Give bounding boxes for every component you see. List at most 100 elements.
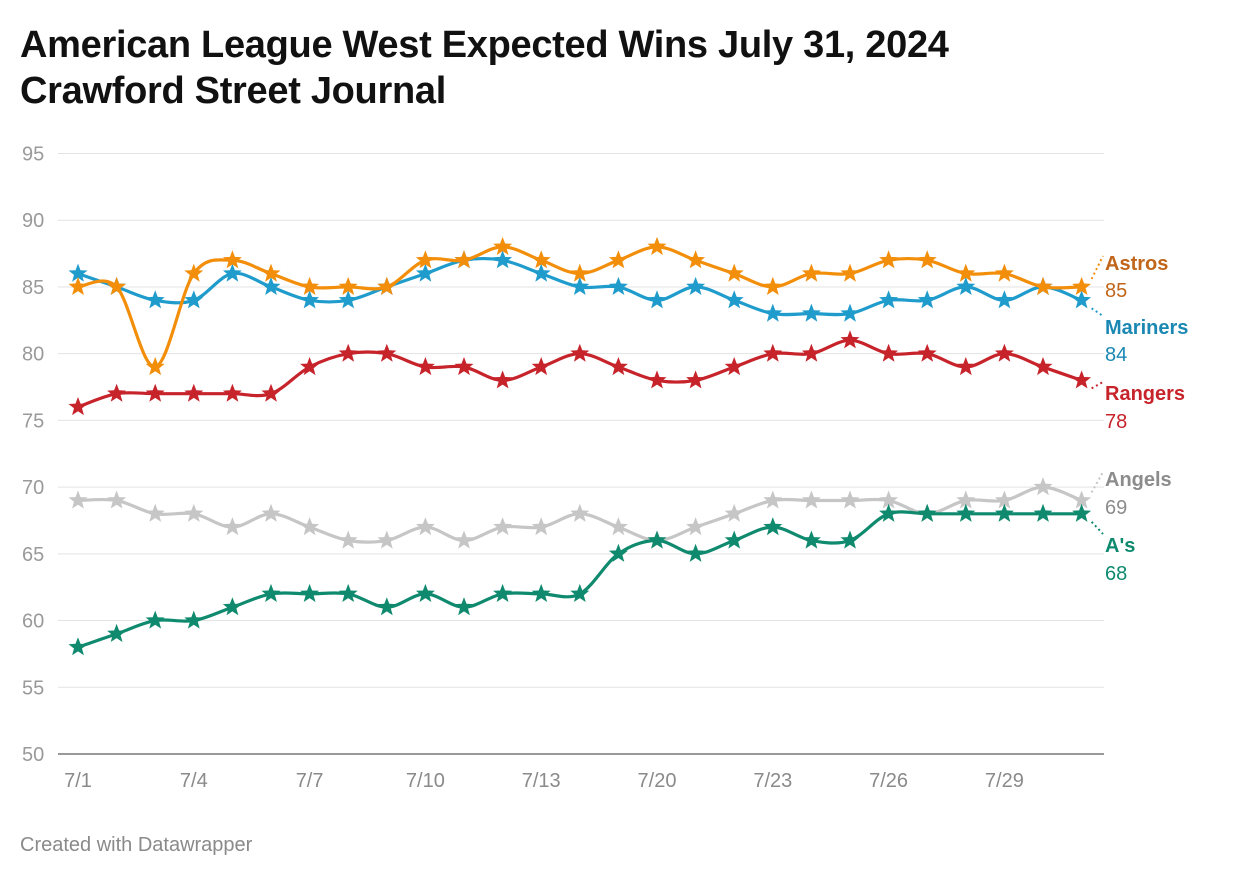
data-point-as[interactable] <box>917 503 937 522</box>
data-point-astros[interactable] <box>261 263 281 282</box>
data-point-as[interactable] <box>994 503 1014 522</box>
data-point-mariners[interactable] <box>917 290 937 309</box>
data-point-angels[interactable] <box>145 503 165 522</box>
data-point-mariners[interactable] <box>763 303 783 322</box>
data-point-angels[interactable] <box>68 490 88 509</box>
data-point-mariners[interactable] <box>300 290 320 309</box>
data-point-rangers[interactable] <box>377 343 397 362</box>
data-point-rangers[interactable] <box>184 383 204 402</box>
data-point-angels[interactable] <box>994 490 1014 509</box>
data-point-as[interactable] <box>801 530 821 549</box>
data-point-as[interactable] <box>300 583 320 602</box>
data-point-rangers[interactable] <box>338 343 358 362</box>
data-point-as[interactable] <box>840 530 860 549</box>
data-point-mariners[interactable] <box>956 276 976 295</box>
data-point-mariners[interactable] <box>415 263 435 282</box>
data-point-rangers[interactable] <box>647 370 667 389</box>
data-point-mariners[interactable] <box>1072 290 1092 309</box>
data-point-astros[interactable] <box>338 276 358 295</box>
data-point-mariners[interactable] <box>531 263 551 282</box>
data-point-mariners[interactable] <box>570 276 590 295</box>
data-point-mariners[interactable] <box>222 263 242 282</box>
data-point-angels[interactable] <box>415 517 435 536</box>
data-point-rangers[interactable] <box>956 357 976 376</box>
data-point-mariners[interactable] <box>994 290 1014 309</box>
data-point-angels[interactable] <box>840 490 860 509</box>
data-point-mariners[interactable] <box>686 276 706 295</box>
data-point-mariners[interactable] <box>879 290 899 309</box>
data-point-as[interactable] <box>1072 503 1092 522</box>
data-point-angels[interactable] <box>300 517 320 536</box>
data-point-astros[interactable] <box>917 250 937 269</box>
data-point-rangers[interactable] <box>145 383 165 402</box>
data-point-angels[interactable] <box>763 490 783 509</box>
data-point-as[interactable] <box>686 543 706 562</box>
data-point-as[interactable] <box>1033 503 1053 522</box>
data-point-rangers[interactable] <box>531 357 551 376</box>
data-point-mariners[interactable] <box>145 290 165 309</box>
data-point-rangers[interactable] <box>300 357 320 376</box>
data-point-rangers[interactable] <box>994 343 1014 362</box>
data-point-angels[interactable] <box>686 517 706 536</box>
data-point-mariners[interactable] <box>608 276 628 295</box>
data-point-astros[interactable] <box>763 276 783 295</box>
data-point-angels[interactable] <box>377 530 397 549</box>
data-point-angels[interactable] <box>222 517 242 536</box>
data-point-astros[interactable] <box>377 276 397 295</box>
data-point-mariners[interactable] <box>338 290 358 309</box>
data-point-angels[interactable] <box>608 517 628 536</box>
data-point-as[interactable] <box>724 530 744 549</box>
data-point-as[interactable] <box>763 517 783 536</box>
data-point-rangers[interactable] <box>493 370 513 389</box>
data-point-rangers[interactable] <box>879 343 899 362</box>
data-point-astros[interactable] <box>608 250 628 269</box>
data-point-angels[interactable] <box>338 530 358 549</box>
data-point-rangers[interactable] <box>840 330 860 349</box>
data-point-mariners[interactable] <box>724 290 744 309</box>
data-point-as[interactable] <box>956 503 976 522</box>
data-point-astros[interactable] <box>956 263 976 282</box>
data-point-astros[interactable] <box>686 250 706 269</box>
data-point-astros[interactable] <box>994 263 1014 282</box>
data-point-astros[interactable] <box>493 236 513 255</box>
data-point-rangers[interactable] <box>801 343 821 362</box>
data-point-astros[interactable] <box>1072 276 1092 295</box>
data-point-as[interactable] <box>493 583 513 602</box>
data-point-astros[interactable] <box>300 276 320 295</box>
data-point-angels[interactable] <box>454 530 474 549</box>
data-point-rangers[interactable] <box>608 357 628 376</box>
data-point-rangers[interactable] <box>1072 370 1092 389</box>
data-point-rangers[interactable] <box>570 343 590 362</box>
data-point-mariners[interactable] <box>261 276 281 295</box>
data-point-rangers[interactable] <box>686 370 706 389</box>
data-point-mariners[interactable] <box>840 303 860 322</box>
data-point-mariners[interactable] <box>68 263 88 282</box>
data-point-rangers[interactable] <box>222 383 242 402</box>
data-point-astros[interactable] <box>184 263 204 282</box>
data-point-as[interactable] <box>415 583 435 602</box>
data-point-angels[interactable] <box>531 517 551 536</box>
data-point-rangers[interactable] <box>415 357 435 376</box>
data-point-astros[interactable] <box>570 263 590 282</box>
data-point-astros[interactable] <box>107 276 127 295</box>
data-point-angels[interactable] <box>184 503 204 522</box>
data-point-rangers[interactable] <box>724 357 744 376</box>
data-point-angels[interactable] <box>1033 477 1053 496</box>
data-point-astros[interactable] <box>801 263 821 282</box>
data-point-rangers[interactable] <box>68 397 88 416</box>
data-point-rangers[interactable] <box>917 343 937 362</box>
data-point-as[interactable] <box>338 583 358 602</box>
data-point-angels[interactable] <box>724 503 744 522</box>
data-point-astros[interactable] <box>840 263 860 282</box>
data-point-angels[interactable] <box>879 490 899 509</box>
data-point-as[interactable] <box>145 610 165 629</box>
data-point-as[interactable] <box>531 583 551 602</box>
data-point-astros[interactable] <box>531 250 551 269</box>
data-point-rangers[interactable] <box>107 383 127 402</box>
data-point-astros[interactable] <box>724 263 744 282</box>
data-point-as[interactable] <box>68 637 88 656</box>
data-point-mariners[interactable] <box>493 250 513 269</box>
data-point-angels[interactable] <box>956 490 976 509</box>
data-point-mariners[interactable] <box>801 303 821 322</box>
data-point-as[interactable] <box>222 597 242 616</box>
